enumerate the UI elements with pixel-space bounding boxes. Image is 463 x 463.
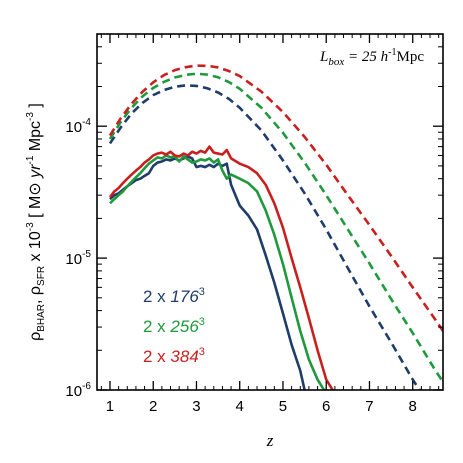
x-tick-label: 8 — [409, 398, 417, 415]
plot-frame — [96, 33, 444, 391]
series-bhar-4 — [109, 154, 326, 390]
y-tick-label: 10-5 — [65, 249, 91, 268]
box-size-annotation: Lbox = 25 h-1Mpc — [319, 47, 424, 68]
legend-entry-384: 2 x 3843 — [143, 346, 205, 366]
y-tick-label: 10-4 — [65, 117, 91, 136]
legend-entry-176: 2 x 1763 — [143, 286, 205, 306]
legend-entry-256: 2 x 2563 — [143, 316, 205, 336]
y-axis-label: ρBHAR, ρSFR x 10-3 [ M⊙ yr-1 Mpc-3 ] — [25, 103, 47, 341]
x-tick-label: 6 — [322, 398, 330, 415]
series-sfr-2 — [108, 64, 443, 332]
x-tick-label: 3 — [192, 398, 200, 415]
series-layer — [108, 64, 443, 390]
series-sfr-0 — [108, 84, 422, 390]
x-tick-label: 5 — [279, 398, 287, 415]
x-tick-label: 7 — [365, 398, 373, 415]
x-axis-label: z — [266, 431, 274, 450]
x-tick-label: 2 — [149, 398, 157, 415]
x-tick-label: 4 — [236, 398, 244, 415]
series-bhar-3 — [109, 155, 306, 390]
legend: 2 x 1763 2 x 2563 2 x 3843 — [143, 286, 205, 366]
x-tick-label: 1 — [106, 398, 114, 415]
series-sfr-1 — [108, 72, 443, 383]
series-bhar-5 — [108, 145, 334, 390]
y-tick-label: 10-6 — [65, 381, 91, 400]
